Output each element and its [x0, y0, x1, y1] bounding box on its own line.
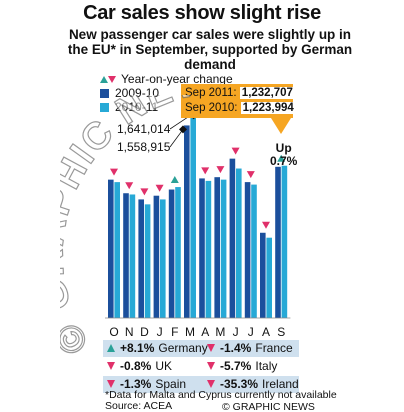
yoy-down-marker — [201, 167, 209, 174]
bar-2009-10 — [184, 125, 190, 318]
down-triangle-icon — [107, 380, 115, 388]
change-uk: -0.8% UK — [103, 359, 172, 373]
yoy-up-marker — [171, 176, 179, 183]
bar-2009-10 — [275, 167, 281, 318]
callout-label-2011: Sep 2011: — [185, 87, 237, 99]
bar-2010-11 — [160, 199, 166, 318]
x-tick-label: S — [277, 325, 285, 339]
yoy-down-marker — [247, 171, 255, 178]
change-country: Italy — [255, 359, 277, 373]
bar-2010-11 — [175, 187, 181, 318]
down-triangle-icon — [207, 362, 215, 370]
march-2010-leader — [170, 129, 183, 147]
x-tick-label: N — [125, 325, 134, 339]
callout-row-2010: Sep 2010: 1,223,994 — [185, 101, 289, 116]
change-value: +8.1% — [120, 341, 154, 355]
change-value: -0.8% — [120, 359, 151, 373]
callout-pointer — [271, 118, 291, 134]
yoy-down-marker — [216, 166, 224, 173]
yoy-down-marker — [232, 148, 240, 155]
bar-2010-11 — [282, 166, 288, 318]
march-2011-label: 1,641,014 — [117, 122, 170, 136]
bar-2010-11 — [236, 169, 242, 318]
bar-2010-11 — [266, 238, 272, 318]
x-tick-label: J — [248, 325, 254, 339]
bar-2010-11 — [190, 115, 196, 318]
x-tick-label: M — [185, 325, 195, 339]
bar-2009-10 — [245, 182, 251, 318]
bar-2010-11 — [145, 204, 151, 318]
september-change-label: Up 0.7% — [270, 142, 297, 168]
callout-label-2010: Sep 2010: — [185, 102, 237, 114]
table-row: +8.1% Germany -1.4% France — [103, 340, 299, 357]
up-triangle-icon — [107, 344, 115, 352]
change-france: -1.4% France — [207, 341, 293, 355]
bar-2009-10 — [154, 196, 160, 318]
change-country: UK — [155, 359, 172, 373]
down-triangle-icon — [107, 362, 115, 370]
bar-2009-10 — [108, 180, 114, 318]
x-tick-label: F — [171, 325, 178, 339]
bar-2010-11 — [251, 185, 257, 318]
yoy-down-marker — [140, 188, 148, 195]
x-tick-label: A — [262, 325, 270, 339]
down-triangle-icon — [207, 344, 215, 352]
yoy-down-marker — [110, 169, 118, 176]
change-country: France — [255, 341, 292, 355]
yoy-down-marker — [156, 185, 164, 192]
yoy-down-marker — [125, 182, 133, 189]
bar-2010-11 — [206, 181, 212, 318]
up-percent: 0.7% — [270, 155, 297, 168]
bar-2009-10 — [169, 190, 175, 318]
yoy-down-marker — [262, 222, 270, 229]
x-tick-label: O — [109, 325, 118, 339]
bar-2009-10 — [230, 159, 236, 318]
change-country: Germany — [158, 341, 207, 355]
x-tick-label: A — [201, 325, 209, 339]
september-callout: Sep 2011: 1,232,707 Sep 2010: 1,223,994 — [181, 84, 293, 118]
bar-2009-10 — [138, 199, 144, 318]
x-tick-label: J — [157, 325, 163, 339]
march-2010-label: 1,558,915 — [117, 140, 170, 154]
down-triangle-icon — [207, 380, 215, 388]
x-tick-label: M — [215, 325, 225, 339]
change-value: -1.4% — [220, 341, 251, 355]
change-value: -5.7% — [220, 359, 251, 373]
table-row: -0.8% UK -5.7% Italy — [103, 358, 299, 375]
bar-2009-10 — [123, 193, 129, 318]
x-tick-label: D — [140, 325, 149, 339]
change-germany: +8.1% Germany — [103, 341, 208, 355]
callout-value-2010: 1,223,994 — [241, 102, 296, 114]
bar-2009-10 — [214, 177, 220, 318]
bar-2009-10 — [199, 178, 205, 318]
change-italy: -5.7% Italy — [207, 359, 277, 373]
bar-2010-11 — [114, 182, 120, 318]
credit: © GRAPHIC NEWS — [222, 401, 315, 412]
bar-2010-11 — [221, 180, 227, 318]
x-tick-label: J — [233, 325, 239, 339]
callout-row-2011: Sep 2011: 1,232,707 — [185, 86, 289, 101]
bar-2010-11 — [130, 194, 136, 318]
callout-value-2011: 1,232,707 — [240, 87, 295, 99]
bar-2009-10 — [260, 233, 266, 318]
